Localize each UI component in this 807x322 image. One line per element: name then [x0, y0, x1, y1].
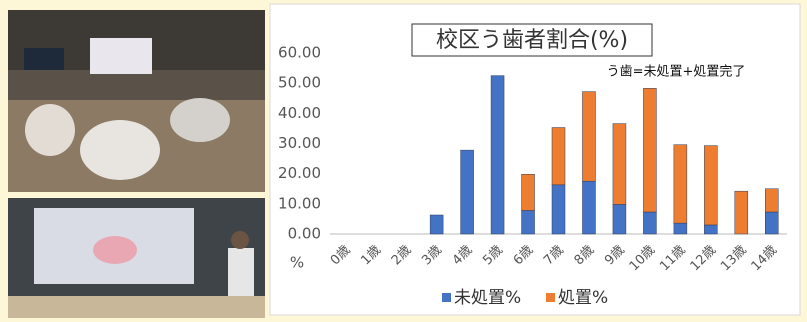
y-axis-label: % — [290, 254, 304, 272]
bar-segment — [735, 191, 748, 234]
photo-bottom — [8, 198, 265, 318]
photo-top — [8, 10, 265, 192]
y-tick-label: 60.00 — [278, 44, 321, 62]
legend-swatch — [546, 293, 555, 302]
legend-label: 処置% — [558, 288, 608, 308]
chart-title: 校区う歯者割合(%) — [436, 28, 628, 53]
y-tick-label: 40.00 — [278, 104, 321, 122]
bar-segment — [643, 88, 656, 212]
bar-segment — [674, 145, 687, 223]
bar-segment — [765, 189, 778, 212]
y-tick-label: 20.00 — [278, 164, 321, 182]
y-tick-label: 30.00 — [278, 134, 321, 152]
bar-segment — [522, 174, 535, 210]
bar-segment — [765, 212, 778, 234]
y-tick-label: 10.00 — [278, 194, 321, 212]
annotation: う歯=未処置+処置完了 — [607, 65, 746, 80]
legend-swatch — [442, 293, 451, 302]
bar-segment — [704, 146, 717, 225]
bar-segment — [643, 212, 656, 234]
y-tick-label: 50.00 — [278, 74, 321, 92]
bar-segment — [461, 150, 474, 234]
bar-segment — [582, 181, 595, 234]
bar-segment — [704, 225, 717, 234]
bar-segment — [613, 204, 626, 234]
bar-segment — [522, 210, 535, 234]
bar-segment — [613, 124, 626, 205]
slide: 校区う歯者割合(%) う歯=未処置+処置完了 % 0.00 10.00 20.00 3… — [0, 0, 807, 318]
bar-segment — [430, 215, 443, 234]
bar-segment — [491, 76, 504, 234]
page: 校区う歯者割合(%) う歯=未処置+処置完了 % 0.00 10.00 20.00 3… — [0, 0, 807, 318]
bar-segment — [552, 128, 565, 185]
bar-segment — [582, 92, 595, 182]
bar-segment — [552, 185, 565, 234]
bar-segment — [674, 223, 687, 234]
legend-label: 未処置% — [454, 288, 521, 308]
y-tick-label: 0.00 — [288, 225, 321, 243]
